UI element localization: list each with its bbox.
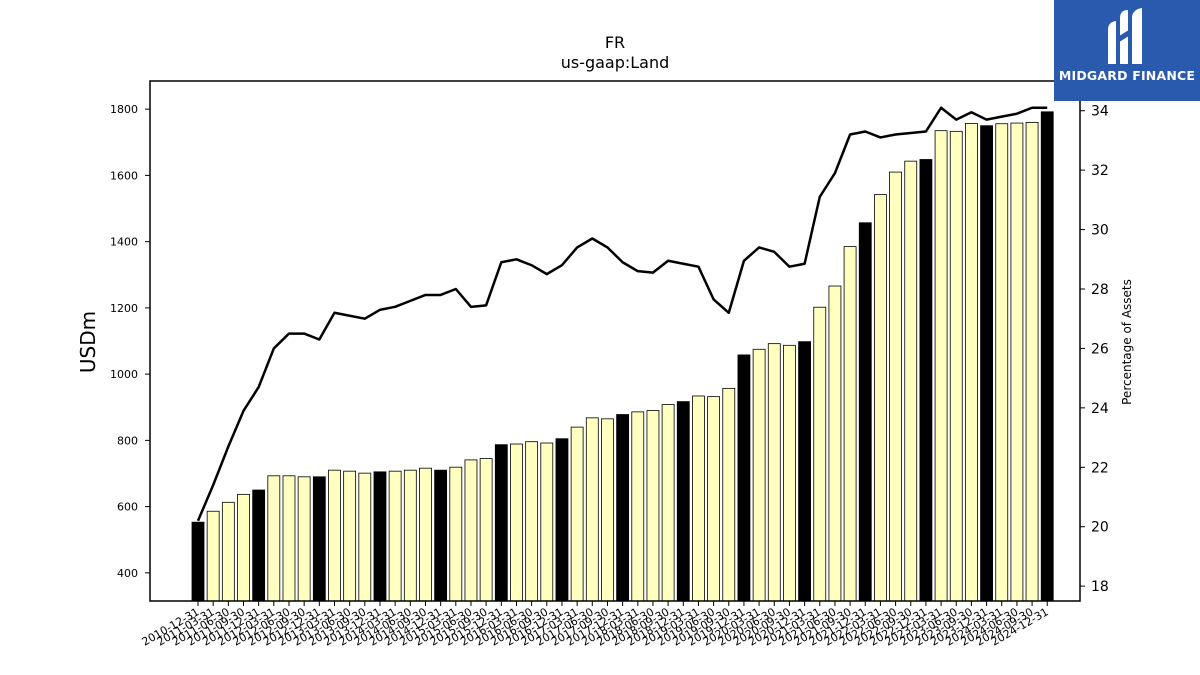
bar-2022-06-30 [889, 171, 902, 602]
y-axis-right: 18 20 22 24 26 28 30 32 34 [1080, 104, 1109, 595]
bar-2011-12-31 [252, 489, 266, 602]
y-tick-label-right-20: 20 [1091, 520, 1109, 536]
chart-subtitle: us-gaap:Land [561, 53, 670, 72]
bar-2021-12-31 [858, 222, 872, 602]
midgard-logo-icon [1108, 8, 1142, 64]
bar-2016-12-31 [555, 438, 569, 602]
bar-2017-12-31 [616, 414, 630, 602]
bar-2015-06-30 [464, 459, 478, 602]
bar-2020-03-31 [752, 348, 766, 602]
bar-2023-09-30 [965, 122, 978, 602]
y-tick-label-left-1800: 1800 [110, 103, 138, 116]
bar-2022-03-31 [874, 194, 887, 602]
percentage-line [196, 106, 1048, 522]
y-tick-label-left-400: 400 [117, 567, 138, 580]
bar-2011-09-30 [237, 493, 250, 602]
y-tick-label-left-800: 800 [117, 434, 138, 447]
bar-2024-03-31 [995, 123, 1009, 602]
brand-logo: MIDGARD FINANCE [1054, 0, 1200, 101]
bar-2019-06-30 [707, 396, 721, 602]
bar-2015-09-30 [479, 458, 493, 602]
bar-2012-09-30 [297, 476, 311, 602]
bar-2014-03-31 [388, 470, 402, 602]
bar-2019-03-31 [692, 395, 705, 602]
bar-2021-06-30 [828, 285, 842, 602]
bar-2010-12-31 [191, 521, 205, 602]
bar-2016-03-31 [510, 443, 523, 602]
y-tick-label-left-1600: 1600 [110, 169, 138, 182]
bar-2019-12-31 [737, 354, 751, 602]
bar-2017-03-31 [570, 426, 584, 602]
y-tick-label-right-18: 18 [1091, 579, 1109, 595]
bar-2014-06-30 [403, 469, 417, 602]
bar-2013-06-30 [343, 470, 357, 602]
y-axis-left: 400 600 800 1000 1200 1400 1600 1800 [110, 103, 150, 580]
y-tick-label-right-24: 24 [1091, 401, 1109, 417]
bar-2013-12-31 [373, 471, 387, 602]
y-tick-label-left-600: 600 [117, 501, 138, 514]
y-axis-label-left: USDm [76, 311, 100, 373]
bar-2020-06-30 [767, 343, 781, 602]
chart-title: FR [605, 33, 625, 52]
bar-2022-12-31 [919, 159, 933, 602]
bar-2018-09-30 [661, 404, 675, 602]
y-tick-label-right-32: 32 [1091, 163, 1109, 179]
y-tick-label-left-1400: 1400 [110, 236, 138, 249]
bar-series [191, 111, 1054, 602]
bar-2022-09-30 [904, 160, 918, 602]
bar-2024-06-30 [1010, 122, 1024, 602]
x-axis: 2010-12-312011-03-312011-06-302011-09-30… [140, 601, 1051, 649]
bar-2021-09-30 [843, 246, 857, 602]
y-tick-label-left-1200: 1200 [110, 302, 138, 315]
bar-2024-12-31 [1040, 111, 1054, 602]
bar-2013-09-30 [358, 472, 372, 602]
bar-2014-09-30 [419, 467, 432, 602]
plot-frame [149, 80, 1081, 602]
bar-2017-06-30 [585, 417, 599, 602]
brand-name: MIDGARD FINANCE [1058, 68, 1196, 83]
bar-2015-03-31 [449, 466, 463, 602]
y-tick-label-right-30: 30 [1091, 223, 1109, 239]
bar-2023-03-31 [934, 130, 948, 602]
percentage-line-series [196, 106, 1048, 522]
bar-2011-06-30 [221, 501, 235, 602]
bar-2015-12-31 [494, 444, 508, 602]
bar-2018-03-31 [631, 411, 645, 602]
y-tick-label-right-22: 22 [1091, 460, 1109, 476]
y-tick-label-right-28: 28 [1091, 282, 1109, 298]
bar-2018-06-30 [646, 410, 660, 602]
bar-2017-09-30 [601, 418, 614, 602]
y-tick-label-right-26: 26 [1091, 341, 1109, 357]
y-axis-label-right: Percentage of Assets [1120, 279, 1134, 405]
bar-2011-03-31 [206, 510, 220, 602]
bar-2020-12-31 [798, 341, 811, 602]
bar-2012-03-31 [267, 475, 281, 602]
bar-2023-06-30 [949, 130, 963, 602]
y-tick-label-left-1000: 1000 [110, 368, 138, 381]
bar-2016-06-30 [525, 441, 539, 602]
bar-2018-12-31 [676, 401, 690, 602]
bar-2020-09-30 [783, 344, 796, 602]
bar-2012-06-30 [282, 475, 296, 602]
bar-2012-12-31 [312, 476, 326, 602]
bar-2021-03-31 [813, 306, 827, 602]
bar-2024-09-30 [1025, 122, 1039, 602]
bar-2014-12-31 [434, 469, 448, 602]
bar-2023-12-31 [980, 125, 993, 602]
bar-2013-03-31 [328, 469, 341, 602]
bar-2016-09-30 [540, 442, 554, 602]
bar-2019-09-30 [722, 387, 736, 602]
y-tick-label-right-34: 34 [1091, 104, 1109, 120]
